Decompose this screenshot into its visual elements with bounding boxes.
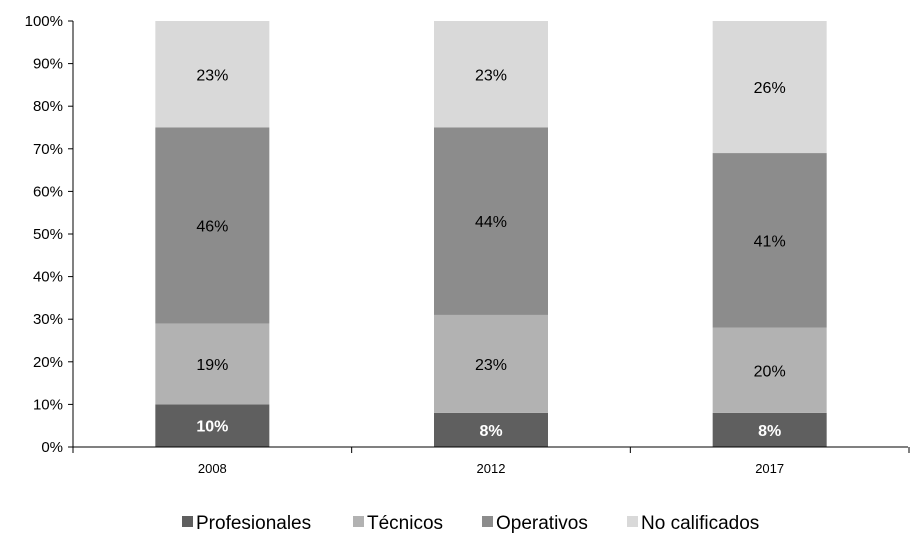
x-category-label: 2017 xyxy=(755,461,784,476)
legend-label: Profesionales xyxy=(196,513,311,533)
y-tick-label: 50% xyxy=(33,226,63,243)
bar-segment-profesionales-2017 xyxy=(712,412,827,447)
data-label: 46% xyxy=(196,218,228,235)
bar-segment-no-calificados-2012 xyxy=(434,21,548,128)
bar-segment-profesionales-2012 xyxy=(434,412,548,447)
data-label: 41% xyxy=(754,233,786,250)
bar-segment-no-calificados-2008 xyxy=(155,21,270,128)
data-label: 23% xyxy=(475,357,507,374)
bar-segment-técnicos-2012 xyxy=(434,314,548,413)
legend: Profesionales Técnicos Operativos No califi… xyxy=(182,513,759,533)
x-axis: 2008 2012 2017 xyxy=(72,446,910,476)
x-category-label: 2008 xyxy=(198,461,227,476)
bar-segment-no-calificados-2017 xyxy=(712,21,827,154)
y-tick-label: 40% xyxy=(33,269,63,286)
data-label: 26% xyxy=(754,80,786,97)
data-label: 20% xyxy=(754,363,786,380)
y-tick-label: 80% xyxy=(33,98,63,115)
y-tick-label: 60% xyxy=(33,183,63,200)
legend-label: No calificados xyxy=(641,513,759,533)
x-category-label: 2012 xyxy=(477,461,506,476)
bar-segment-operativos-2008 xyxy=(155,127,270,324)
bar-segment-profesionales-2008 xyxy=(155,404,270,447)
y-tick-label: 90% xyxy=(33,56,63,73)
bar-segment-técnicos-2017 xyxy=(712,327,827,413)
bar-segment-técnicos-2008 xyxy=(155,323,270,405)
data-label: 10% xyxy=(196,419,228,436)
legend-swatch xyxy=(627,516,638,527)
data-label: 23% xyxy=(475,67,507,84)
y-axis: 0% 10% 20% 30% 40% 50% 60% 70% 80% 90% 100% xyxy=(25,13,74,456)
data-label: 8% xyxy=(479,423,502,440)
data-label: 19% xyxy=(196,357,228,374)
y-tick-label: 0% xyxy=(41,439,63,456)
data-label: 23% xyxy=(196,67,228,84)
legend-swatch xyxy=(353,516,364,527)
plot-area: 10% 19% 46% 23% 8% 23% 44% 23% 8% 20% 41% 26% xyxy=(155,21,827,447)
data-label: 8% xyxy=(758,423,781,440)
legend-label: Operativos xyxy=(496,513,588,533)
y-tick-label: 30% xyxy=(33,311,63,328)
data-label: 44% xyxy=(475,214,507,231)
legend-swatch xyxy=(182,516,193,527)
y-tick-label: 10% xyxy=(33,396,63,413)
y-tick-label: 20% xyxy=(33,354,63,371)
bar-segment-operativos-2017 xyxy=(712,153,827,328)
bar-segment-operativos-2012 xyxy=(434,127,548,315)
legend-swatch xyxy=(482,516,493,527)
y-tick-label: 70% xyxy=(33,141,63,158)
legend-label: Técnicos xyxy=(367,513,443,533)
y-tick-label: 100% xyxy=(25,13,63,30)
